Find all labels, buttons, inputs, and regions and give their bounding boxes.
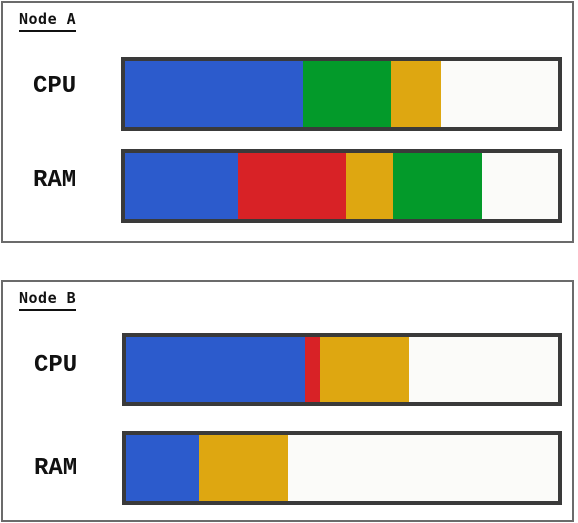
usage-segment-amber bbox=[320, 337, 409, 402]
usage-segment-red bbox=[237, 153, 346, 219]
node-a-panel: Node A CPU RAM bbox=[1, 1, 574, 243]
node-b-panel: Node B CPU RAM bbox=[1, 280, 574, 522]
usage-segment-green bbox=[393, 153, 483, 219]
node-b-cpu-usage-bar bbox=[122, 333, 562, 406]
usage-segment-blue bbox=[126, 337, 306, 402]
usage-segment-blue bbox=[126, 435, 200, 501]
usage-segment-blue bbox=[125, 61, 303, 127]
node-b-ram-usage-bar bbox=[122, 431, 562, 505]
node-b-title: Node B bbox=[19, 290, 77, 311]
node-a-cpu-label: CPU bbox=[33, 73, 77, 100]
node-a-ram-label: RAM bbox=[33, 167, 77, 194]
node-a-ram-usage-bar bbox=[121, 149, 562, 223]
node-a-cpu-usage-bar bbox=[121, 57, 562, 131]
usage-segment-amber bbox=[391, 61, 442, 127]
usage-segment-amber bbox=[345, 153, 394, 219]
usage-segment-green bbox=[302, 61, 392, 127]
usage-segment-amber bbox=[199, 435, 288, 501]
node-b-cpu-label: CPU bbox=[34, 352, 78, 379]
node-a-title: Node A bbox=[19, 11, 77, 32]
node-b-ram-label: RAM bbox=[34, 455, 78, 482]
usage-segment-red bbox=[305, 337, 321, 402]
usage-segment-blue bbox=[125, 153, 238, 219]
